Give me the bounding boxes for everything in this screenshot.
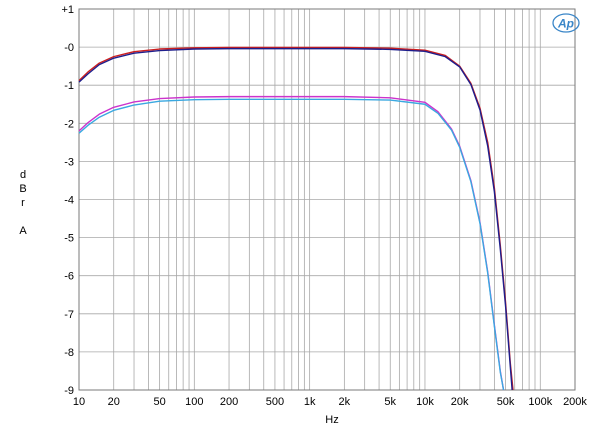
y-tick-label: -5: [64, 233, 74, 245]
x-tick-label: 100k: [528, 396, 552, 408]
y-tick-labels: +1 -0 -1 -2 -3 -4 -5 -6 -7 -8 -9: [61, 4, 74, 397]
y-tick-label: -4: [64, 195, 74, 207]
logo-text: Ap: [557, 17, 574, 31]
y-tick-label: -2: [64, 118, 74, 130]
y-axis-label-char: B: [19, 183, 26, 195]
logo-ellipse: [552, 13, 580, 33]
y-tick-label: -0: [64, 42, 74, 54]
y-tick-label: -3: [64, 156, 74, 168]
y-tick-label: +1: [61, 4, 74, 16]
plot-frame: [78, 8, 576, 391]
x-tick-label: 20k: [451, 396, 469, 408]
x-tick-label: 10k: [416, 396, 434, 408]
x-tick-label: 200k: [563, 396, 587, 408]
y-tick-label: -1: [64, 80, 74, 92]
series-line-4: [78, 98, 505, 391]
x-tick-label: 200: [220, 396, 238, 408]
series-line-3: [78, 95, 505, 391]
series-line-2: [78, 47, 513, 391]
x-tick-label: 50k: [497, 396, 515, 408]
x-tick-label: 10: [73, 396, 85, 408]
grid: [79, 9, 575, 390]
audio-precision-logo: Ap: [552, 13, 580, 33]
x-tick-label: 500: [266, 396, 284, 408]
x-tick-label: 5k: [384, 396, 396, 408]
x-axis-label: Hz: [325, 414, 338, 426]
x-tick-label: 20: [108, 396, 120, 408]
y-tick-label: -8: [64, 347, 74, 359]
x-tick-labels: 10 20 50 100 200 500 1k 2k 5k 10k 20k 50k 100k 200k: [73, 396, 588, 408]
y-axis-label-char: A: [19, 225, 27, 237]
y-axis-label-char: d: [20, 169, 26, 181]
x-tick-label: 100: [185, 396, 203, 408]
x-tick-label: 50: [153, 396, 165, 408]
y-tick-label: -6: [64, 271, 74, 283]
y-axis-label-char: r: [21, 197, 25, 209]
y-tick-label: -9: [64, 385, 74, 397]
y-tick-label: -7: [64, 309, 74, 321]
x-tick-label: 2k: [339, 396, 351, 408]
x-tick-label: 1k: [304, 396, 316, 408]
y-axis-label: dBr A: [19, 169, 27, 237]
curves: [78, 46, 514, 391]
